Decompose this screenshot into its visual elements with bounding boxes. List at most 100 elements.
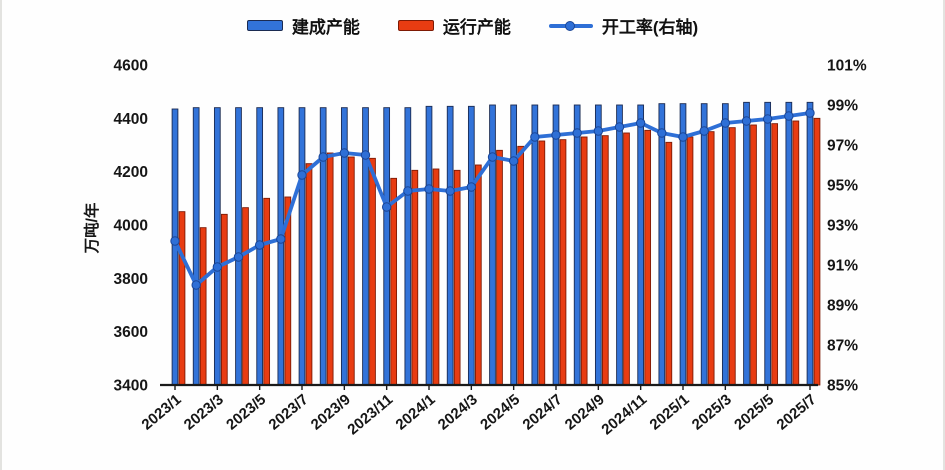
chart-legend: 建成产能 运行产能 开工率(右轴) <box>0 13 945 38</box>
bar-running-capacity <box>813 117 821 386</box>
bar-running-capacity <box>263 197 271 386</box>
utilization-rate-marker <box>678 132 688 142</box>
bar-built-capacity <box>489 104 496 386</box>
bar-built-capacity <box>743 101 750 386</box>
utilization-rate-marker <box>212 262 223 272</box>
bar-running-capacity <box>665 141 673 386</box>
x-axis-tick-label: 2024/7 <box>519 391 565 434</box>
x-axis-tick-label: 2025/7 <box>773 391 819 434</box>
bar-built-capacity <box>679 103 687 386</box>
legend-item-built-capacity: 建成产能 <box>246 13 360 38</box>
x-axis-tick-label: 2023/1 <box>138 391 184 434</box>
x-axis-tick-label: 2024/1 <box>392 391 438 434</box>
bar-built-capacity <box>446 105 454 386</box>
utilization-rate-marker <box>762 114 773 124</box>
y-axis-right-tick-label: 93% <box>827 218 858 235</box>
x-axis-tick-label: 2025/1 <box>646 391 692 434</box>
y-axis-left-tick-label: 3400 <box>114 378 148 395</box>
bar-built-capacity <box>425 105 433 386</box>
utilization-rate-marker <box>508 156 519 166</box>
utilization-rate-marker <box>360 150 371 160</box>
x-axis-tick-label: 2023/11 <box>344 391 396 438</box>
x-axis-tick-label: 2024/5 <box>477 391 523 434</box>
bar-running-capacity <box>220 213 228 386</box>
utilization-rate-marker <box>318 152 328 162</box>
x-axis-tick-label: 2023/5 <box>223 391 269 434</box>
bar-built-capacity <box>298 107 306 386</box>
bar-built-capacity <box>531 104 539 386</box>
bar-running-capacity <box>771 123 779 386</box>
y-axis-left-tick-label: 3800 <box>114 271 148 288</box>
bar-running-capacity <box>750 124 757 386</box>
y-axis-right-tick-label: 87% <box>827 338 858 355</box>
utilization-rate-marker <box>699 126 709 136</box>
bar-built-capacity <box>785 101 793 386</box>
built-capacity-swatch-icon <box>246 20 283 31</box>
utilization-rate-marker <box>254 240 265 250</box>
utilization-rate-marker <box>657 128 667 138</box>
x-axis-tick-label: 2023/7 <box>265 391 311 434</box>
bar-running-capacity <box>326 152 334 386</box>
y-axis-right-tick-label: 89% <box>827 298 858 315</box>
legend-label-running-capacity: 运行产能 <box>442 18 511 37</box>
utilization-rate-marker <box>297 170 307 180</box>
bar-built-capacity <box>764 101 772 386</box>
utilization-rate-marker <box>635 118 646 128</box>
utilization-rate-marker <box>572 128 582 138</box>
bar-built-capacity <box>700 103 708 386</box>
bar-built-capacity <box>721 103 729 386</box>
bar-running-capacity <box>453 169 461 386</box>
bar-built-capacity <box>192 107 200 386</box>
bar-built-capacity <box>594 104 602 386</box>
utilization-rate-marker <box>614 122 625 132</box>
y-axis-left-tick-label: 3600 <box>114 324 148 341</box>
bar-running-capacity <box>707 131 715 386</box>
scan-edge-right <box>943 0 945 470</box>
bar-built-capacity <box>510 104 518 386</box>
utilization-rate-marker <box>191 280 201 290</box>
bar-running-capacity <box>580 136 588 386</box>
y-axis-right-tick-label: 99% <box>827 98 858 115</box>
bar-running-capacity <box>199 227 207 386</box>
bar-built-capacity <box>362 107 369 386</box>
utilization-rate-marker <box>445 186 455 196</box>
bar-running-capacity <box>242 207 249 386</box>
y-axis-right-tick-label: 97% <box>827 138 858 155</box>
bar-built-capacity <box>573 104 581 386</box>
bar-built-capacity <box>552 104 560 386</box>
y-axis-right-tick-label: 91% <box>827 258 858 275</box>
bar-running-capacity <box>644 129 652 386</box>
bar-built-capacity <box>319 107 327 386</box>
bar-running-capacity <box>496 149 503 386</box>
y-axis-left-tick-label: 4400 <box>114 111 148 128</box>
utilization-rate-marker <box>424 184 434 194</box>
utilization-rate-marker <box>170 236 180 246</box>
y-axis-left-tick-label: 4200 <box>114 164 148 181</box>
bar-running-capacity <box>728 127 736 386</box>
utilization-rate-marker <box>276 234 286 244</box>
x-axis-tick-label: 2025/3 <box>689 391 735 434</box>
utilization-rate-marker <box>466 182 477 192</box>
bar-built-capacity <box>616 104 623 386</box>
utilization-line-swatch-icon <box>548 20 593 32</box>
bar-running-capacity <box>601 135 609 386</box>
bar-running-capacity <box>178 211 186 386</box>
bar-running-capacity <box>517 145 525 386</box>
bar-running-capacity <box>792 120 800 386</box>
y-axis-title: 万吨/年 <box>82 202 101 254</box>
utilization-rate-marker <box>339 148 350 158</box>
bar-built-capacity <box>383 107 391 386</box>
x-axis-tick-label: 2023/3 <box>181 391 227 434</box>
bar-running-capacity <box>347 156 355 386</box>
y-axis-right-tick-label: 101% <box>827 58 867 75</box>
bar-built-capacity <box>658 103 666 386</box>
bar-running-capacity <box>623 132 630 386</box>
bar-built-capacity <box>235 107 242 386</box>
bar-built-capacity <box>806 101 814 386</box>
utilization-rate-marker <box>403 186 413 196</box>
utilization-rate-marker <box>551 130 561 140</box>
utilization-rate-marker <box>784 111 794 121</box>
legend-label-built-capacity: 建成产能 <box>291 18 360 37</box>
bar-built-capacity <box>277 107 285 386</box>
